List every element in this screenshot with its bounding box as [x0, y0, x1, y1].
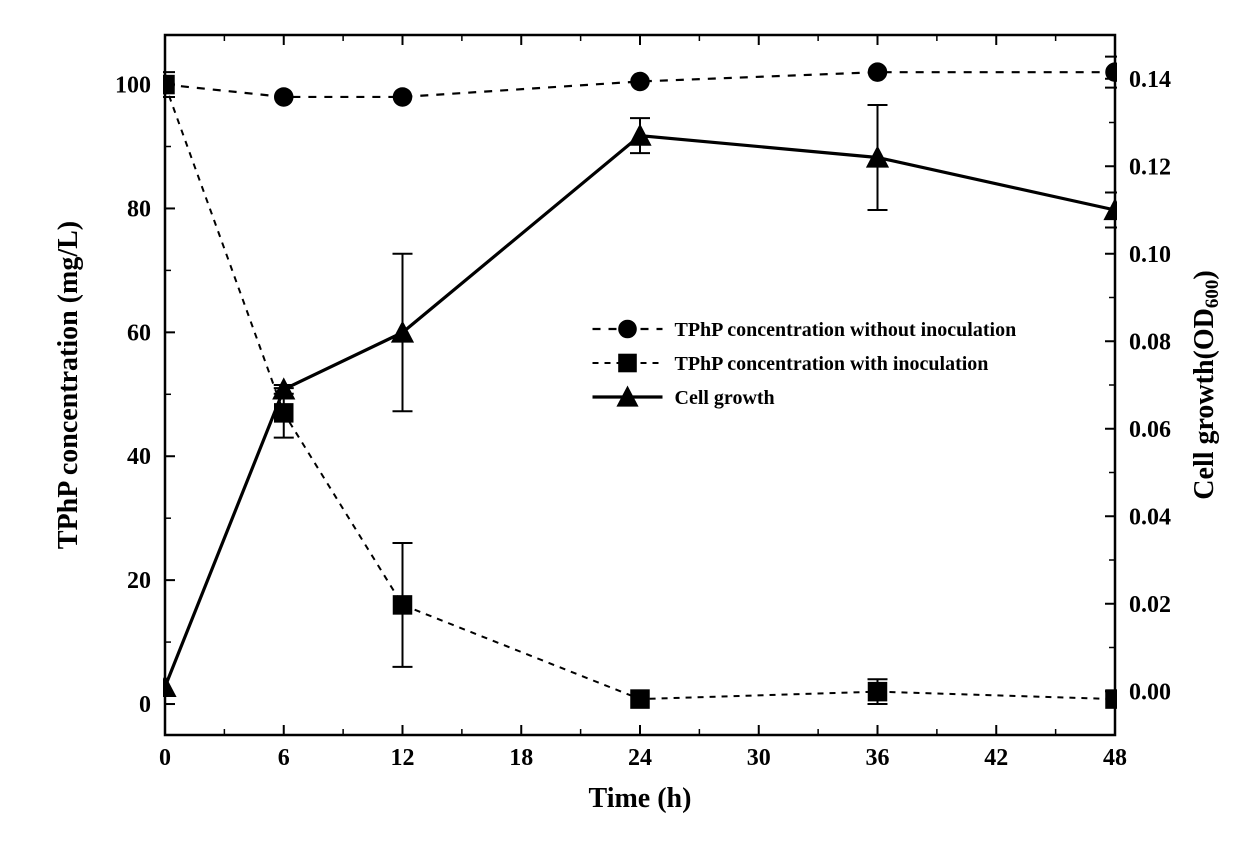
svg-text:0.06: 0.06: [1129, 417, 1171, 443]
svg-text:TPhP concentration with inocul: TPhP concentration with inoculation: [675, 353, 989, 375]
svg-text:0.12: 0.12: [1129, 154, 1171, 180]
svg-text:20: 20: [127, 568, 151, 594]
svg-text:0.10: 0.10: [1129, 242, 1171, 268]
svg-text:TPhP concentration (mg/L): TPhP concentration (mg/L): [53, 221, 84, 549]
svg-text:Cell growth(OD600): Cell growth(OD600): [1189, 270, 1223, 499]
svg-text:TPhP concentration without ino: TPhP concentration without inoculation: [675, 319, 1017, 341]
svg-text:40: 40: [127, 444, 151, 470]
svg-text:Time (h): Time (h): [589, 783, 692, 814]
svg-text:80: 80: [127, 196, 151, 222]
svg-text:48: 48: [1103, 745, 1127, 771]
svg-text:6: 6: [278, 745, 290, 771]
svg-text:42: 42: [984, 745, 1008, 771]
svg-text:0.04: 0.04: [1129, 504, 1171, 530]
svg-text:0.02: 0.02: [1129, 592, 1171, 618]
svg-text:100: 100: [115, 73, 151, 99]
svg-text:0: 0: [159, 745, 171, 771]
chart-svg: 0 6 12 18 24 30 36 42 48 Time (h) 0 20 40 60 80 100 TPhP…: [0, 0, 1240, 851]
svg-text:30: 30: [747, 745, 771, 771]
svg-text:0.00: 0.00: [1129, 679, 1171, 705]
svg-text:60: 60: [127, 320, 151, 346]
svg-text:12: 12: [391, 745, 415, 771]
chart-container: 0 6 12 18 24 30 36 42 48 Time (h) 0 20 40 60 80 100 TPhP…: [0, 0, 1240, 851]
svg-text:0.14: 0.14: [1129, 67, 1171, 93]
svg-text:Cell growth: Cell growth: [675, 387, 775, 409]
svg-text:36: 36: [866, 745, 890, 771]
svg-text:18: 18: [509, 745, 533, 771]
svg-text:0.08: 0.08: [1129, 329, 1171, 355]
svg-text:0: 0: [139, 692, 151, 718]
svg-text:24: 24: [628, 745, 652, 771]
